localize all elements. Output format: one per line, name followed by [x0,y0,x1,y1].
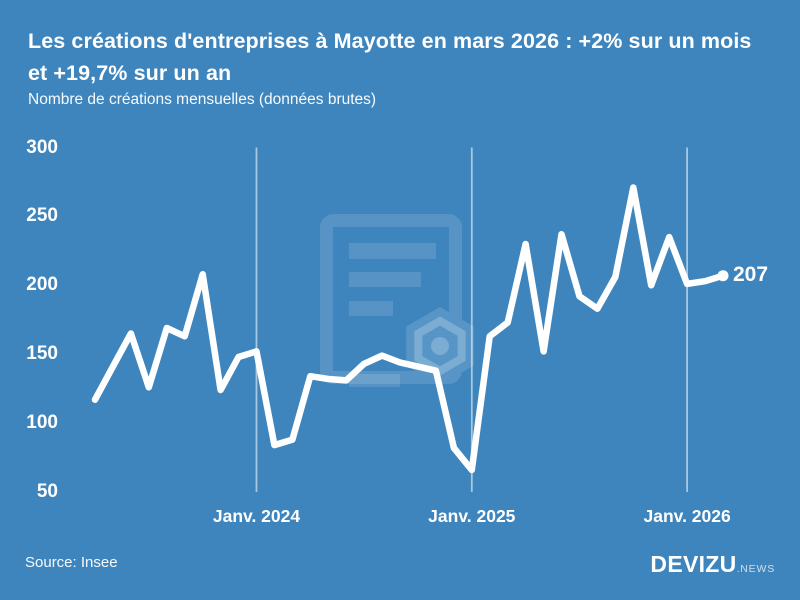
x-tick-janv-2025: Janv. 2025 [428,506,516,526]
chart-subtitle: Nombre de créations mensuelles (données … [28,91,377,108]
brand-logo: DEVIZU .NEWS [650,551,775,578]
year-gridlines [255,147,689,492]
series-line [91,184,727,474]
document-watermark-icon [320,214,474,387]
chart-title: Les créations d'entreprises à Mayotte en… [28,29,752,85]
y-tick-100: 100 [26,412,58,434]
series-end-dot [717,270,729,282]
y-tick-150: 150 [26,343,58,365]
brand-suffix: .NEWS [736,563,775,575]
y-tick-200: 200 [26,274,58,296]
y-tick-50: 50 [36,481,58,502]
source-note: Source: Insee [25,554,118,571]
y-tick-250: 250 [26,205,58,227]
x-tick-janv-2024: Janv. 2024 [212,506,301,526]
last-value-label: 207 [733,263,769,286]
x-tick-janv-2026: Janv. 2026 [643,506,731,526]
brand-name: DEVIZU [650,551,737,577]
y-tick-300: 300 [26,136,58,158]
